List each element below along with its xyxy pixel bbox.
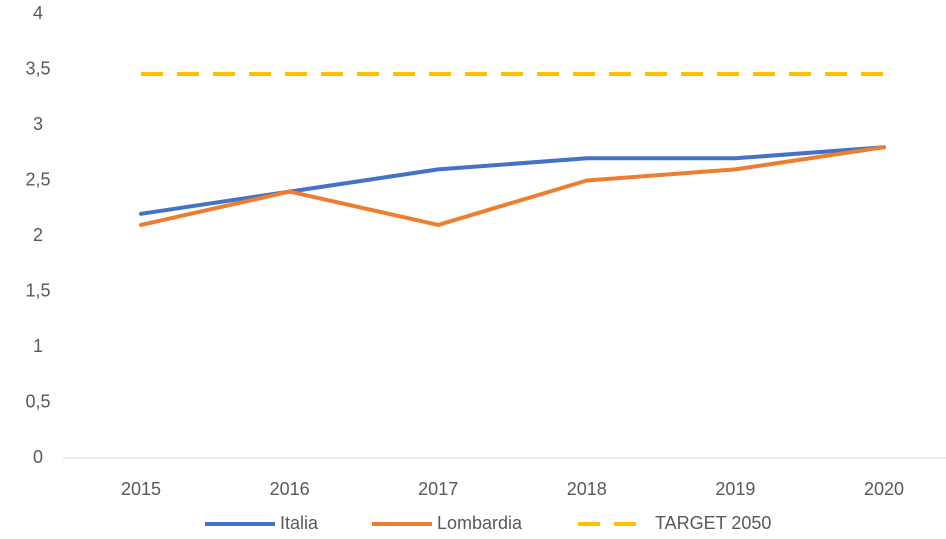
y-tick-label: 1,5 [25,280,50,300]
y-tick-label: 3,5 [25,58,50,78]
y-tick-label: 4 [33,3,43,23]
series-line [139,145,886,227]
y-tick-label: 0 [33,447,43,467]
y-tick-label: 2 [33,225,43,245]
legend-label: Italia [280,513,319,533]
x-tick-label: 2019 [715,479,755,499]
y-tick-label: 3 [33,114,43,134]
legend-label: Lombardia [437,513,523,533]
legend-label: TARGET 2050 [655,513,771,533]
y-tick-label: 0,5 [25,391,50,411]
y-tick-label: 1 [33,336,43,356]
x-tick-label: 2017 [418,479,458,499]
x-tick-label: 2016 [270,479,310,499]
y-tick-label: 2,5 [25,169,50,189]
x-tick-label: 2020 [864,479,904,499]
x-tick-label: 2015 [121,479,161,499]
x-tick-label: 2018 [567,479,607,499]
